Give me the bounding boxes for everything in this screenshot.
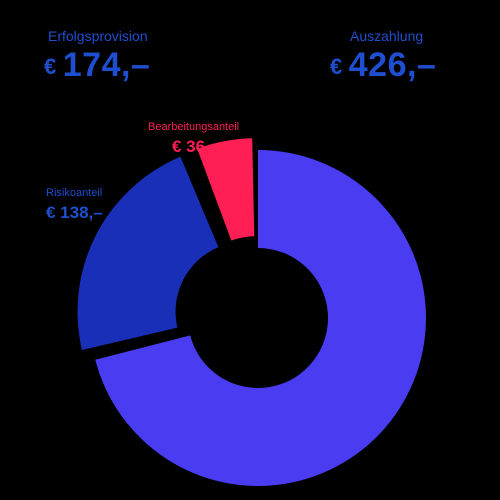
erfolgsprovision-label: Erfolgsprovision [48,28,148,44]
slice-value-label-risikoanteil: € 138,– [46,203,103,222]
auszahlung-amount: 426,– [348,46,437,84]
slice-label-risikoanteil: Risikoanteil [46,187,102,199]
slice-label-bearbeitungsanteil: Bearbeitungsanteil [148,121,239,133]
auszahlung-value: €426,– [330,46,436,85]
erfolgsprovision-value: €174,– [44,46,150,85]
slice-value-label-bearbeitungsanteil: € 36,– [172,137,219,156]
erfolgsprovision-amount: 174,– [62,46,151,84]
auszahlung-label: Auszahlung [350,28,424,44]
currency-symbol: € [44,54,57,79]
slice-auszahlung [95,150,426,486]
slice-bearbeitungsanteil [197,138,255,241]
slice-risikoanteil [77,156,219,351]
currency-symbol: € [330,54,343,79]
